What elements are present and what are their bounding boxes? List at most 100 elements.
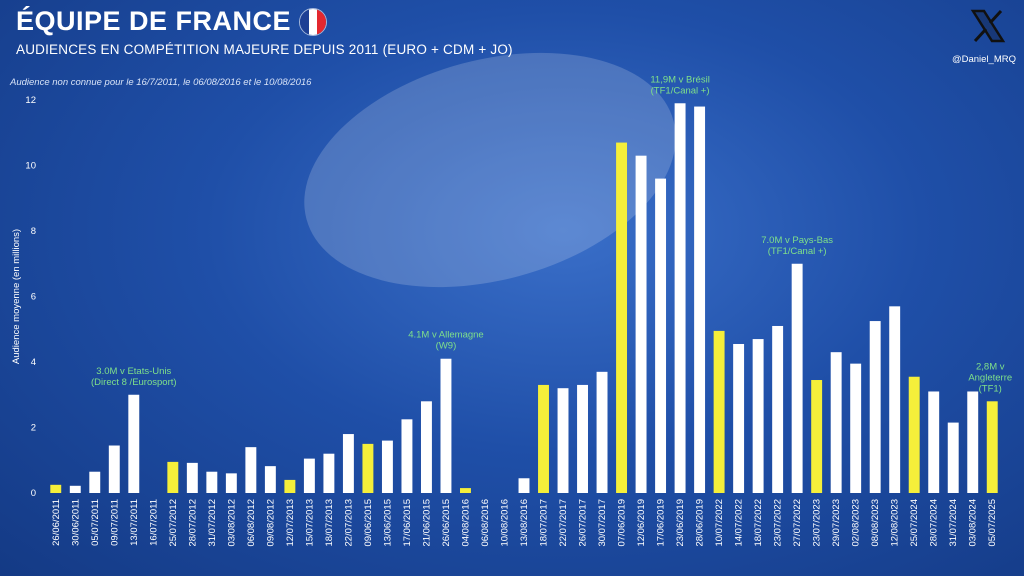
x-tick-label: 22/07/2013: [343, 499, 354, 547]
bar: [752, 339, 764, 493]
bar: [713, 330, 725, 493]
x-tick-label: 28/07/2012: [187, 499, 198, 547]
bar: [596, 371, 608, 493]
x-tick-label: 08/08/2023: [870, 499, 881, 547]
bar: [342, 434, 354, 493]
bar: [674, 103, 686, 494]
x-tick-label: 10/08/2016: [499, 499, 510, 547]
x-tick-label: 14/07/2022: [734, 499, 745, 547]
bar: [440, 358, 452, 493]
x-tick-label: 13/08/2016: [519, 499, 530, 547]
annotation-label: 7.0M v Pays-Bas: [761, 235, 833, 246]
page-subtitle: AUDIENCES EN COMPÉTITION MAJEURE DEPUIS …: [16, 42, 513, 57]
bar: [323, 453, 335, 493]
bar: [655, 178, 667, 493]
x-tick-label: 26/06/2015: [441, 499, 452, 547]
x-tick-label: 22/07/2017: [558, 499, 569, 547]
x-tick-label: 06/08/2016: [480, 499, 491, 547]
x-tick-label: 28/06/2019: [695, 499, 706, 547]
flag-blue-stripe: [300, 8, 309, 35]
flag-white-stripe: [308, 8, 318, 35]
annotation-label: (TF1): [979, 383, 1002, 394]
france-flag-icon: [299, 7, 328, 36]
bar: [772, 325, 784, 493]
x-tick-label: 02/08/2023: [851, 499, 862, 547]
annotation-label: (Direct 8 /Eurosport): [91, 377, 177, 388]
bar: [128, 394, 140, 493]
bar: [694, 106, 706, 494]
bar: [264, 466, 276, 493]
bar: [401, 419, 413, 493]
x-tick-label: 26/07/2017: [578, 499, 589, 547]
x-tick-label: 09/08/2012: [265, 499, 276, 547]
y-tick-label: 6: [31, 292, 36, 303]
bar: [245, 447, 257, 493]
y-tick-label: 8: [31, 226, 36, 237]
y-tick-label: 2: [31, 423, 36, 434]
x-tick-label: 10/07/2022: [714, 499, 725, 547]
bar: [69, 485, 81, 493]
bar: [850, 363, 862, 493]
x-tick-label: 23/07/2022: [773, 499, 784, 547]
x-tick-label: 12/06/2019: [636, 499, 647, 547]
annotation-label: Angleterre: [968, 372, 1012, 383]
x-tick-label: 05/07/2011: [90, 499, 101, 546]
x-tick-label: 05/07/2025: [987, 499, 998, 547]
x-tick-label: 09/07/2011: [109, 499, 120, 546]
x-tick-label: 25/07/2012: [168, 499, 179, 547]
x-tick-label: 23/07/2023: [812, 499, 823, 547]
bar: [206, 471, 218, 493]
x-tick-label: 17/06/2019: [656, 499, 667, 547]
bar: [577, 384, 588, 493]
bar: [89, 471, 101, 493]
data-note: Audience non connue pour le 16/7/2011, l…: [10, 77, 312, 88]
title-text: ÉQUIPE DE FRANCE: [16, 6, 292, 36]
x-tick-label: 17/06/2015: [402, 499, 413, 547]
bar: [518, 478, 530, 493]
bar: [303, 458, 315, 493]
bar: [908, 376, 920, 493]
annotation-label: (TF1/Canal +): [768, 246, 827, 257]
x-tick-label: 21/06/2015: [421, 499, 432, 547]
x-tick-label: 03/08/2024: [968, 499, 979, 547]
x-tick-label: 27/07/2022: [792, 499, 803, 547]
x-tick-label: 18/07/2022: [753, 499, 764, 547]
x-logo-icon[interactable]: [970, 8, 1006, 44]
y-tick-label: 0: [31, 488, 36, 499]
bar: [869, 321, 881, 493]
flag-red-stripe: [317, 8, 327, 35]
x-tick-label: 18/07/2013: [324, 499, 335, 547]
x-tick-label: 23/06/2019: [675, 499, 686, 547]
x-tick-label: 31/07/2024: [948, 499, 959, 547]
x-tick-label: 29/07/2023: [831, 499, 842, 547]
bar: [186, 462, 198, 493]
x-tick-label: 12/08/2023: [890, 499, 901, 547]
x-tick-label: 18/07/2017: [539, 499, 550, 547]
x-tick-label: 28/07/2024: [929, 499, 940, 547]
annotation-label: 2,8M v: [976, 361, 1005, 372]
bar: [284, 479, 296, 493]
x-tick-label: 13/06/2015: [382, 499, 393, 547]
x-tick-label: 25/07/2024: [909, 499, 920, 547]
bar: [557, 388, 569, 493]
x-tick-label: 06/08/2012: [246, 499, 257, 547]
bar: [947, 422, 959, 493]
bar: [791, 263, 803, 493]
bar: [420, 401, 432, 493]
bar: [811, 380, 823, 493]
bar: [733, 343, 745, 493]
author-handle: @Daniel_MRQ: [951, 54, 1016, 65]
bar: [967, 391, 979, 493]
y-tick-label: 12: [25, 95, 36, 106]
bar: [538, 384, 549, 493]
bar: [928, 391, 940, 493]
bar: [108, 445, 120, 493]
annotation-label: 11,9M v Brésil: [650, 74, 709, 85]
x-tick-label: 07/06/2019: [617, 499, 628, 547]
x-tick-label: 12/07/2013: [285, 499, 296, 547]
annotation-label: 3.0M v Etats-Unis: [96, 366, 171, 377]
page-title: ÉQUIPE DE FRANCE: [16, 6, 328, 37]
x-tick-label: 16/07/2011: [148, 499, 159, 546]
y-tick-label: 4: [31, 357, 36, 368]
